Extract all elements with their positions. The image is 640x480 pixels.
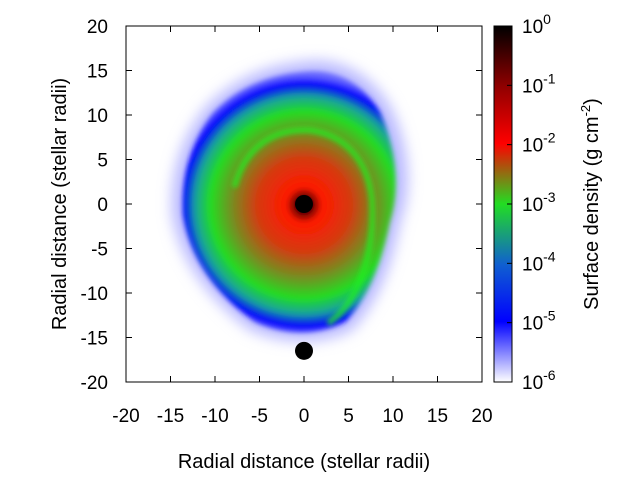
x-tick-label: 10 [382, 406, 403, 427]
x-tick-label: -15 [157, 406, 184, 427]
point-masses [295, 195, 313, 360]
y-tick-label: -5 [91, 240, 108, 261]
x-tick-label: -5 [251, 406, 268, 427]
colorbar-tick-label: 10-6 [522, 367, 556, 394]
y-tick-label: 0 [97, 195, 108, 216]
y-axis-ticks: -20 -15 -10 -5 0 5 10 15 20 [81, 17, 482, 394]
x-axis-title: Radial distance (stellar radii) [178, 451, 430, 473]
x-tick-label: -10 [201, 406, 228, 427]
colorbar-ticks: 100 10-1 10-2 10-3 10-4 10-5 10-6 [507, 11, 556, 394]
colorbar-tick-label: 10-5 [522, 308, 556, 335]
x-tick-label: 15 [427, 406, 448, 427]
y-tick-label: 20 [87, 17, 108, 38]
x-tick-label: -20 [112, 406, 139, 427]
x-tick-label: 20 [471, 406, 492, 427]
colorbar-tick-label: 10-4 [522, 248, 556, 275]
colorbar-tick-label: 10-1 [522, 70, 556, 97]
y-tick-label: -20 [81, 373, 108, 394]
x-tick-label: 5 [343, 406, 354, 427]
colorbar-tick-label: 100 [522, 11, 551, 38]
y-tick-label: 5 [97, 151, 108, 172]
colorbar: 100 10-1 10-2 10-3 10-4 10-5 10-6 Surface dens… [493, 11, 603, 394]
y-tick-label: -10 [81, 284, 108, 305]
y-tick-label: 10 [87, 106, 108, 127]
colorbar-title-exponent: -2 [578, 105, 593, 117]
point-mass [295, 195, 313, 213]
x-tick-label: 0 [299, 406, 310, 427]
colorbar-tick-label: 10-3 [522, 189, 556, 216]
y-tick-label: 15 [87, 62, 108, 83]
colorbar-title: Surface density (g cm-2) [578, 98, 603, 310]
y-axis-title: Radial distance (stellar radii) [49, 78, 71, 330]
colorbar-tick-label: 10-2 [522, 130, 556, 157]
y-tick-label: -15 [81, 329, 108, 350]
point-mass [295, 341, 313, 360]
density-disk [171, 60, 408, 342]
x-axis-ticks: -20 -15 -10 -5 0 5 10 15 20 [112, 26, 493, 427]
spiral-arm [232, 126, 376, 325]
disk-body [182, 71, 396, 333]
